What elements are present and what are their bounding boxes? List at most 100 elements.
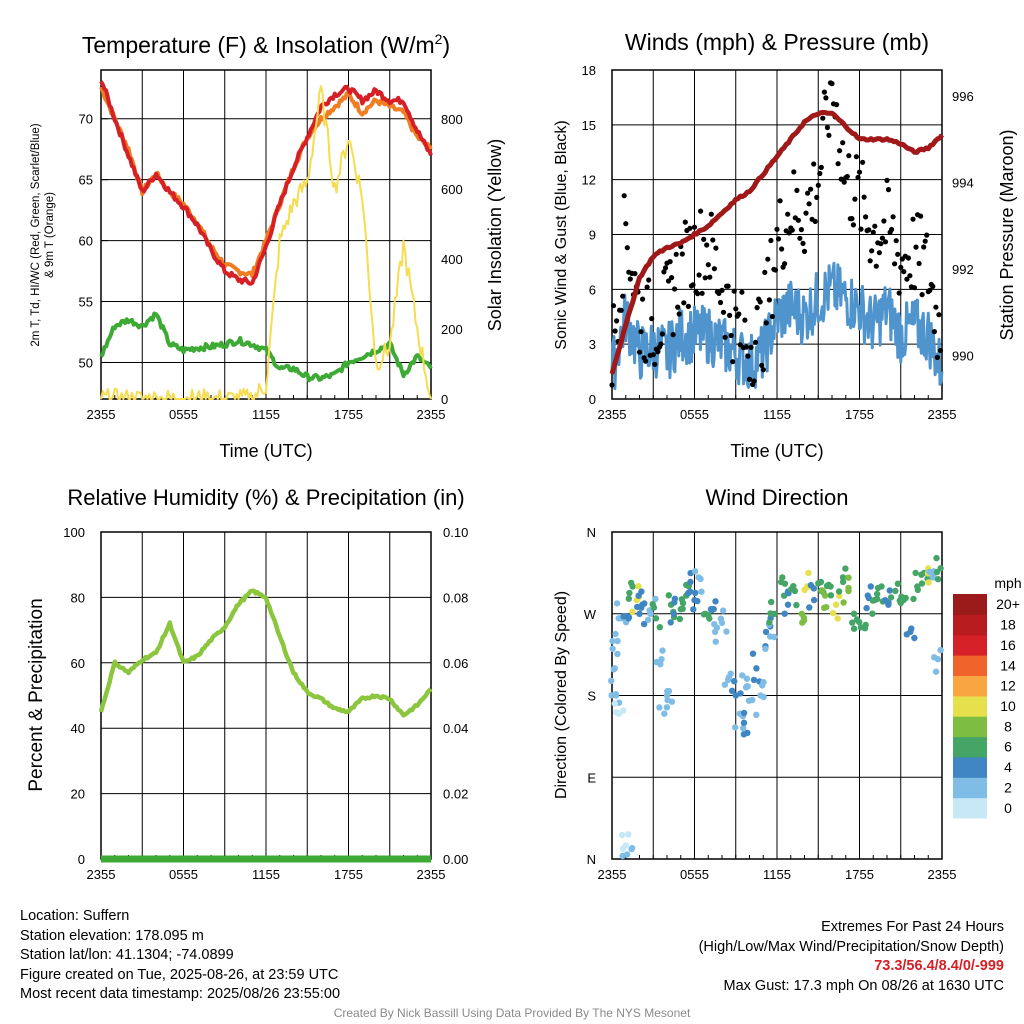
- gust-point: [803, 210, 809, 216]
- wind-direction-point: [850, 625, 858, 632]
- wind-direction-point: [721, 681, 729, 688]
- gust-point: [835, 161, 841, 167]
- gust-point: [789, 227, 795, 233]
- colorbar-swatch: [953, 777, 987, 799]
- gust-point: [725, 283, 731, 289]
- wind-direction-point: [656, 704, 663, 711]
- gust-point: [856, 169, 863, 175]
- wind-direction-point: [849, 619, 856, 626]
- wind-direction-point: [671, 599, 678, 606]
- wind-direction-point: [762, 645, 769, 652]
- gust-point: [829, 81, 835, 87]
- gust-point: [687, 225, 693, 231]
- rh-y-axis-label: Percent & Precipitation: [26, 598, 47, 791]
- wind-direction-point: [691, 568, 699, 575]
- colorbar-swatch: [953, 634, 987, 656]
- gust-point: [661, 269, 667, 275]
- gust-point: [748, 344, 754, 350]
- gust-point: [811, 161, 817, 167]
- temp-xtick-label: 1155: [252, 407, 280, 422]
- gust-point: [766, 297, 773, 303]
- precip-ytick-label: 0.08: [443, 590, 468, 605]
- wind-ytick-label: 0: [589, 392, 596, 407]
- wind-direction-point: [690, 606, 697, 613]
- pressure-ytick-label: 990: [952, 349, 974, 364]
- wind-direction-point: [781, 580, 789, 587]
- wind-direction-point: [614, 650, 621, 658]
- wind-direction-point: [676, 615, 684, 623]
- gust-point: [921, 244, 927, 250]
- wind-direction-point: [815, 580, 822, 587]
- gust-point: [614, 318, 620, 324]
- gust-point: [682, 219, 688, 225]
- gust-point: [901, 269, 907, 275]
- gust-point: [933, 304, 939, 310]
- wind-direction-point: [638, 588, 645, 595]
- wind-direction-point: [612, 630, 619, 638]
- wind-y-axis-label: Sonic Wind & Gust (Blue, Black): [553, 120, 570, 349]
- gust-point: [670, 332, 676, 338]
- wind-direction-point: [925, 579, 932, 586]
- wind-direction-point: [835, 588, 843, 595]
- extremes-info: Extremes For Past 24 Hours (High/Low/Max…: [699, 918, 1004, 996]
- gust-point: [936, 312, 942, 318]
- wind-direction-point: [619, 852, 626, 860]
- gust-point: [757, 299, 763, 305]
- wind-direction-point: [635, 583, 642, 590]
- gust-point: [760, 367, 766, 373]
- gust-point: [643, 358, 649, 364]
- colorbar-title: mph: [994, 575, 1021, 591]
- gust-point: [916, 260, 922, 267]
- gust-point: [898, 264, 904, 270]
- wind-direction-point: [717, 615, 725, 622]
- gust-point: [621, 193, 627, 199]
- wind-direction-point: [679, 605, 686, 612]
- gust-point: [844, 173, 850, 180]
- wind-direction-point: [712, 598, 719, 605]
- wind-direction-point: [745, 697, 753, 704]
- temp-xtick-label: 2355: [417, 407, 446, 422]
- wind-chart-title: Winds (mph) & Pressure (mb): [625, 29, 929, 55]
- wind-direction-point: [887, 594, 895, 601]
- wdir-ytick-label: W: [584, 607, 597, 622]
- wind-direction-point: [829, 609, 837, 617]
- wind-direction-point: [836, 592, 843, 600]
- wind-ytick-label: 3: [589, 337, 596, 352]
- wind-direction-point: [613, 709, 620, 716]
- gust-point: [931, 329, 938, 335]
- wind-direction-point: [711, 621, 718, 628]
- precip-ytick-label: 0.04: [443, 721, 468, 736]
- gust-point: [681, 300, 687, 306]
- wind-direction-point: [618, 831, 626, 839]
- wind-direction-point: [892, 587, 899, 595]
- gust-point: [881, 218, 887, 224]
- wind-direction-point: [800, 617, 808, 624]
- wind-direction-point: [739, 725, 747, 732]
- gust-point: [846, 153, 852, 159]
- gust-point: [782, 261, 788, 267]
- wind-direction-point: [856, 618, 863, 626]
- gust-point: [878, 241, 884, 247]
- gust-point: [815, 182, 821, 188]
- gust-point: [701, 236, 707, 242]
- figure-created: Figure created on Tue, 2025-08-26, at 23…: [20, 966, 339, 983]
- wind-direction-point: [903, 631, 910, 638]
- colorbar-swatch: [953, 655, 987, 676]
- wind-direction-point: [652, 595, 659, 603]
- gust-point: [785, 211, 791, 217]
- wind-direction-point: [810, 585, 818, 592]
- gust-point: [705, 262, 711, 268]
- wind-direction-point: [937, 646, 944, 654]
- gust-point: [855, 174, 861, 181]
- gust-point: [676, 311, 682, 317]
- colorbar-label: 6: [1004, 739, 1012, 755]
- wind-direction-point: [793, 601, 800, 609]
- gust-point: [872, 223, 878, 229]
- station-latlon: Station lat/lon: 41.1304; -74.0899: [20, 947, 234, 963]
- wind-direction-point: [874, 584, 882, 592]
- pressure-ytick-label: 992: [952, 262, 974, 277]
- wind-direction-point: [825, 581, 832, 588]
- wind-direction-point: [914, 586, 921, 593]
- gust-point: [640, 296, 646, 302]
